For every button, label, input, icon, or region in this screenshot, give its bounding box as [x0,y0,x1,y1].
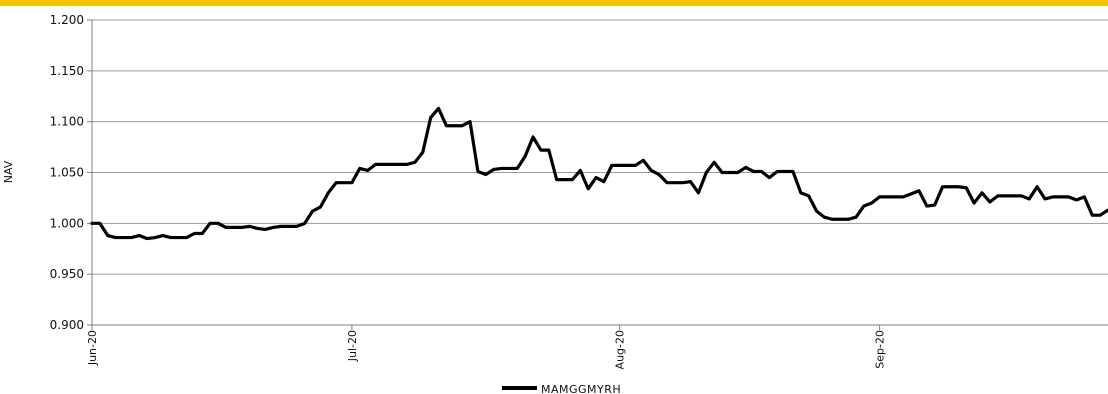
gridlines [92,19,1108,275]
x-tick-label: Sep-20 [874,330,887,369]
y-tick-label: 1.200 [50,13,84,27]
accent-bar [0,0,1108,6]
series-line-mamggmyrh [90,106,1108,241]
y-tick-label: 0.950 [50,267,84,281]
y-tick-label: 0.900 [50,318,84,332]
y-tick-label: 1.000 [50,216,84,230]
legend: MAMGGMYRH [502,383,621,394]
y-tick-label: 1.050 [50,166,84,180]
x-tick-label: Jul-20 [346,330,359,362]
x-tick-label: Jun-20 [86,330,99,366]
axes [87,19,1108,330]
y-tick-label: 1.100 [50,115,84,129]
series-lines [90,106,1108,241]
y-tick-label: 1.150 [50,64,84,78]
legend-label: MAMGGMYRH [541,383,621,394]
x-tick-label: Aug-20 [614,330,627,369]
y-tick-labels: 1.200 1.150 1.100 1.050 1.000 0.950 0.900 [50,13,84,332]
y-axis-title: NAV [2,160,15,183]
